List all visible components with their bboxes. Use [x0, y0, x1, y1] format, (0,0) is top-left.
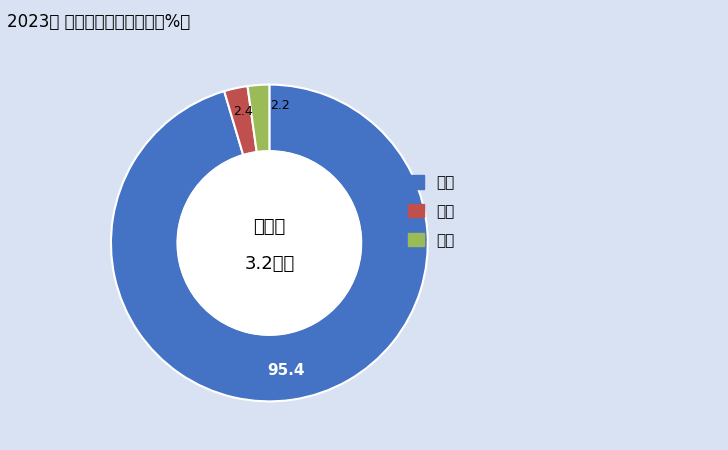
Text: 95.4: 95.4 [267, 363, 305, 378]
Wedge shape [224, 86, 257, 155]
Wedge shape [248, 85, 269, 152]
Wedge shape [111, 85, 428, 401]
Text: 2.4: 2.4 [234, 105, 253, 118]
Text: 2023年 輸出相手国のシェア（%）: 2023年 輸出相手国のシェア（%） [7, 14, 191, 32]
Text: 総　額: 総 額 [253, 218, 285, 236]
Circle shape [178, 151, 361, 335]
Text: 3.2億円: 3.2億円 [244, 255, 295, 273]
Text: 2.2: 2.2 [270, 99, 290, 112]
Legend: 中国, 台湾, 韓国: 中国, 台湾, 韓国 [404, 171, 459, 252]
